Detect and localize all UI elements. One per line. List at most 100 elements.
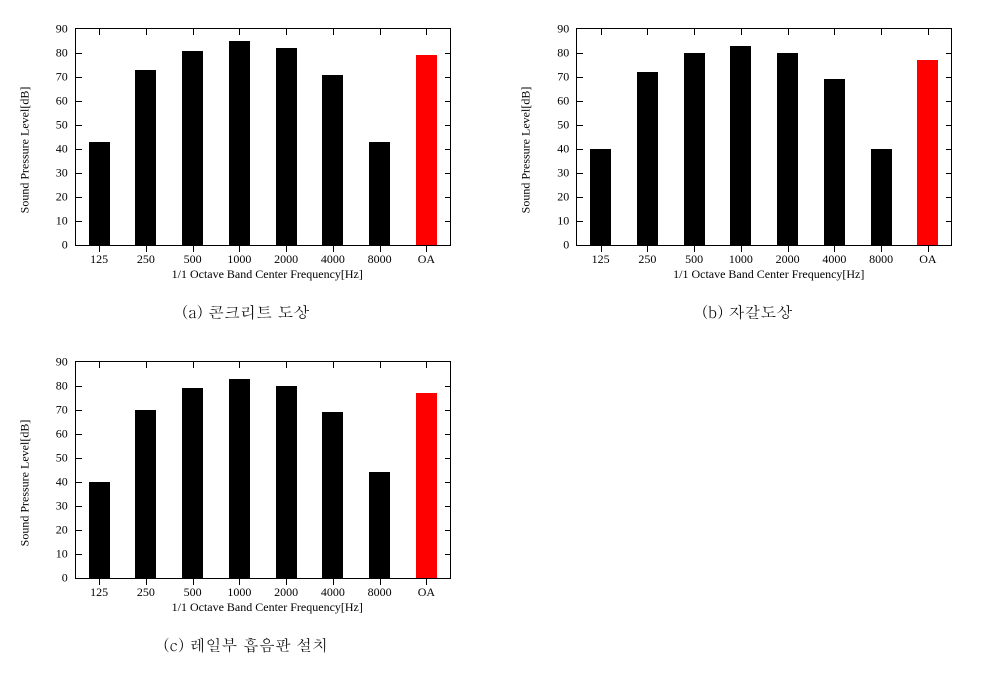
ytick-mark-right: [445, 77, 451, 78]
plot-area-b: 0102030405060708090125250500100020004000…: [577, 29, 951, 245]
ytick-label: 80: [42, 46, 68, 61]
xtick-label: 125: [90, 252, 108, 267]
ytick-label: 0: [42, 238, 68, 253]
xtick-mark-top: [333, 29, 334, 35]
caption-c: (c) 레일부 흡음판 설치: [163, 633, 328, 656]
ytick-mark: [577, 125, 583, 126]
xtick-mark-top: [881, 29, 882, 35]
xtick-label: 4000: [321, 252, 345, 267]
bar: [276, 48, 297, 245]
xtick-label: 125: [90, 585, 108, 600]
xtick-mark-top: [426, 362, 427, 368]
ytick-mark-right: [445, 458, 451, 459]
ytick-label: 50: [42, 118, 68, 133]
panel-a: Sound Pressure Level[dB] 010203040506070…: [20, 20, 472, 323]
bar: [276, 386, 297, 578]
xtick-label: 500: [685, 252, 703, 267]
xtick-mark-top: [193, 29, 194, 35]
ytick-mark-right: [946, 221, 952, 222]
ytick-mark-right: [946, 101, 952, 102]
xtick-label: 500: [184, 252, 202, 267]
xtick-label: OA: [418, 252, 435, 267]
ytick-mark-right: [445, 554, 451, 555]
ytick-label: 0: [42, 571, 68, 586]
bar: [824, 79, 845, 245]
ytick-mark: [76, 77, 82, 78]
ytick-mark: [76, 434, 82, 435]
ytick-mark-right: [445, 386, 451, 387]
ytick-mark-right: [445, 125, 451, 126]
ytick-label: 10: [42, 547, 68, 562]
ytick-mark-right: [445, 506, 451, 507]
ylabel-a: Sound Pressure Level[dB]: [17, 87, 32, 214]
ytick-mark-right: [445, 221, 451, 222]
xtick-label: 500: [184, 585, 202, 600]
ytick-mark-right: [445, 530, 451, 531]
ytick-label: 70: [543, 70, 569, 85]
ytick-label: 40: [42, 475, 68, 490]
xtick-mark-top: [99, 362, 100, 368]
xtick-mark-top: [286, 29, 287, 35]
chart-b: Sound Pressure Level[dB] 010203040506070…: [532, 20, 962, 280]
xtick-mark-top: [788, 29, 789, 35]
bar: [89, 142, 110, 245]
ytick-label: 90: [42, 22, 68, 37]
bar: [322, 75, 343, 245]
xtick-mark-top: [647, 29, 648, 35]
plot-frame-b: 0102030405060708090125250500100020004000…: [576, 28, 952, 246]
bar: [182, 51, 203, 245]
ytick-mark: [76, 173, 82, 174]
ytick-mark-right: [445, 434, 451, 435]
ytick-mark-right: [445, 101, 451, 102]
bar: [135, 410, 156, 578]
ytick-label: 60: [42, 93, 68, 108]
xtick-label: 2000: [776, 252, 800, 267]
ytick-mark: [76, 506, 82, 507]
ytick-mark-right: [445, 149, 451, 150]
xtick-label: 1000: [227, 585, 251, 600]
xtick-label: 8000: [368, 585, 392, 600]
ytick-label: 0: [543, 238, 569, 253]
ytick-mark: [76, 149, 82, 150]
xtick-mark-top: [146, 362, 147, 368]
xtick-mark-top: [286, 362, 287, 368]
ytick-mark-right: [946, 149, 952, 150]
ytick-label: 10: [543, 214, 569, 229]
ytick-mark: [577, 173, 583, 174]
ytick-mark: [577, 197, 583, 198]
ytick-mark: [577, 149, 583, 150]
ytick-mark-right: [946, 77, 952, 78]
ytick-mark-right: [946, 197, 952, 198]
xtick-mark-top: [239, 362, 240, 368]
xtick-mark-top: [333, 362, 334, 368]
xtick-label: 250: [137, 585, 155, 600]
xtick-mark-top: [426, 29, 427, 35]
plot-frame-c: 0102030405060708090125250500100020004000…: [75, 361, 451, 579]
ytick-mark: [76, 458, 82, 459]
xtick-label: 4000: [822, 252, 846, 267]
plot-area-c: 0102030405060708090125250500100020004000…: [76, 362, 450, 578]
bar: [917, 60, 938, 245]
empty-cell: [522, 353, 974, 656]
xlabel-b: 1/1 Octave Band Center Frequency[Hz]: [673, 267, 864, 282]
ytick-label: 20: [42, 190, 68, 205]
ytick-label: 60: [42, 426, 68, 441]
ytick-label: 40: [543, 142, 569, 157]
xtick-label: OA: [919, 252, 936, 267]
bar: [369, 142, 390, 245]
ytick-mark: [76, 221, 82, 222]
ytick-mark-right: [445, 482, 451, 483]
bar: [89, 482, 110, 578]
ytick-label: 90: [42, 355, 68, 370]
ytick-mark: [76, 197, 82, 198]
ytick-label: 70: [42, 70, 68, 85]
xtick-mark-top: [99, 29, 100, 35]
xtick-mark-top: [380, 362, 381, 368]
xtick-label: 250: [638, 252, 656, 267]
ytick-mark-right: [445, 53, 451, 54]
ytick-mark: [577, 101, 583, 102]
plot-area-a: 0102030405060708090125250500100020004000…: [76, 29, 450, 245]
xtick-mark-top: [239, 29, 240, 35]
xtick-mark-top: [834, 29, 835, 35]
ytick-label: 30: [42, 165, 68, 180]
